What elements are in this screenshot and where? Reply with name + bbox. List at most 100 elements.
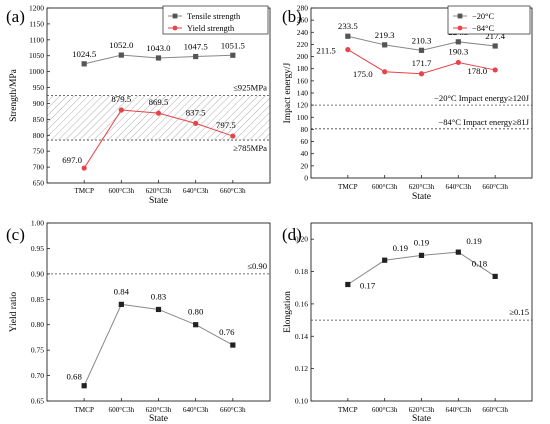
- y-tick-label: 1000: [29, 67, 44, 76]
- x-tick-label: 660°C3h: [482, 406, 508, 414]
- x-tick-label: 620°C3h: [409, 183, 435, 191]
- data-point-square: [193, 322, 199, 328]
- data-label: 210.3: [412, 35, 432, 45]
- series-line: [83, 303, 234, 386]
- y-axis-title: Strength/MPa: [9, 68, 19, 122]
- y-tick-label: 60: [301, 137, 309, 146]
- data-label: 0.80: [188, 307, 204, 317]
- y-tick-label: 0.14: [295, 332, 308, 341]
- data-point-square: [418, 47, 425, 53]
- y-tick-label: 40: [301, 149, 309, 158]
- legend-marker-square: [457, 13, 463, 19]
- x-tick-label: 620°C3h: [146, 406, 172, 414]
- data-label: 0.19: [414, 237, 430, 247]
- y-tick-label: 0.18: [295, 267, 308, 276]
- y-tick-label: 180: [297, 64, 309, 73]
- legend-box: [162, 5, 269, 35]
- data-label: 1051.5: [221, 40, 246, 50]
- data-point-circle: [155, 110, 162, 116]
- panel-tag: (c): [6, 225, 25, 244]
- y-tick-label: 0.16: [295, 299, 308, 308]
- legend-label: −84°C: [472, 24, 494, 33]
- data-point-circle: [230, 133, 236, 139]
- x-tick-label: 640°C3h: [183, 406, 209, 414]
- x-tick-label: 620°C3h: [409, 406, 435, 414]
- x-tick-label: 600°C3h: [109, 406, 135, 414]
- data-label: 0.68: [66, 372, 82, 382]
- x-tick-label: 660°C3h: [220, 187, 246, 195]
- y-tick-label: 1200: [29, 4, 44, 13]
- y-axis-title: Yield ratio: [9, 292, 19, 333]
- y-tick-label: 1100: [29, 35, 44, 44]
- x-tick-label: 600°C3h: [372, 183, 398, 191]
- y-tick-label: 240: [297, 28, 309, 37]
- panel-tag: (d): [282, 225, 302, 244]
- legend-marker-circle: [172, 25, 178, 31]
- data-point-circle: [382, 69, 388, 75]
- y-tick-label: 950: [33, 83, 45, 92]
- x-tick-label: 660°C3h: [220, 406, 246, 414]
- y-tick-label: 1050: [29, 51, 44, 60]
- shaded-band: [47, 95, 270, 141]
- panel-c-yield-ratio-chart: (c) ≤0.90 0.65 0.70 0.75 0.80 0.85 0.90 0.95 1.00…: [6, 219, 271, 424]
- data-label: 171.7: [412, 58, 432, 68]
- y-axis-title: Elongation: [283, 291, 293, 333]
- y-tick-label: 20: [301, 161, 309, 170]
- data-label: 879.5: [111, 94, 131, 104]
- data-point-square: [455, 249, 461, 255]
- panel-tag: (b): [282, 7, 302, 26]
- y-tick-label: 850: [33, 115, 45, 124]
- legend-marker-square: [172, 13, 178, 19]
- legend-label: −20°C: [472, 12, 494, 21]
- reference-line-label: ≥0.15: [509, 307, 529, 317]
- panel-b-impact-energy-chart: (b) −20°C Impact energy≥120J −84°C Impact …: [282, 4, 533, 202]
- data-point-square: [230, 342, 236, 348]
- data-label: 0.18: [472, 258, 488, 268]
- y-tick-label: 100: [297, 113, 309, 122]
- y-tick-label: 160: [297, 76, 309, 85]
- y-tick-label: 280: [297, 4, 309, 13]
- x-tick-label: TMCP: [338, 183, 358, 191]
- x-tick-label: 640°C3h: [183, 187, 209, 195]
- data-label: 0.83: [151, 291, 167, 301]
- data-label: 0.84: [114, 286, 130, 296]
- x-axis-title: State: [412, 192, 431, 202]
- data-label: 178.0: [467, 66, 487, 76]
- y-tick-label: 1150: [29, 19, 44, 28]
- x-tick-label: TMCP: [74, 187, 94, 195]
- y-axis-title: Impact energy/J: [283, 62, 293, 123]
- plot-frame: [310, 222, 533, 402]
- data-point-circle: [118, 107, 124, 113]
- data-label: 869.5: [149, 97, 169, 107]
- y-tick-label: 0.80: [31, 320, 44, 329]
- data-point-square: [492, 273, 498, 279]
- data-label: 175.0: [353, 69, 373, 79]
- data-point-square: [492, 43, 498, 49]
- y-tick-label: 0.95: [31, 244, 44, 253]
- x-axis-title: State: [149, 196, 168, 206]
- panel-a-strength-chart: (a) ≤925MPa ≥785MPa 650 700 750 800 850 900 950 10…: [6, 4, 271, 206]
- legend-label: Yield strength: [187, 24, 235, 33]
- y-tick-label: 0: [304, 174, 308, 183]
- data-label: 0.17: [360, 280, 376, 290]
- reference-line-label: ≥785MPa: [233, 143, 267, 153]
- legend-marker-circle: [457, 25, 463, 31]
- data-point-square: [382, 257, 388, 263]
- data-point-square: [345, 281, 351, 288]
- data-label: 217.4: [485, 31, 505, 41]
- y-tick-label: 0.10: [295, 397, 308, 406]
- y-tick-label: 0.12: [295, 364, 308, 373]
- y-tick-label: 650: [33, 179, 45, 188]
- data-label: 1043.0: [146, 43, 171, 53]
- data-point-circle: [345, 46, 351, 53]
- data-label: 1024.5: [72, 49, 97, 59]
- y-tick-label: 0.90: [31, 269, 44, 278]
- y-tick-label: 80: [301, 125, 309, 134]
- data-label: 190.3: [448, 46, 468, 56]
- data-point-circle: [193, 120, 199, 126]
- x-axis-title: State: [149, 414, 168, 424]
- data-point-square: [118, 52, 124, 58]
- y-tick-label: 0.85: [31, 295, 44, 304]
- reference-line-label: −84°C Impact energy≥81J: [438, 117, 529, 127]
